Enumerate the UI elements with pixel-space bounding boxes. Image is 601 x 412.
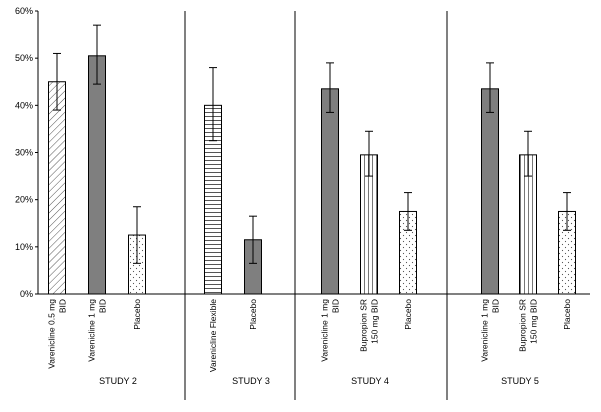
study-label: STUDY 5 (501, 376, 539, 386)
bar-group-3 (321, 62, 417, 295)
bar (48, 81, 66, 295)
bar-group-1 (48, 24, 146, 295)
category-labels: Varenicline 0.5 mg BID Varenicline 1 mg BID… (47, 299, 573, 386)
y-tick-label: 50% (15, 53, 33, 63)
bars (48, 24, 576, 295)
category-label: Varenicline 0.5 mg (47, 299, 57, 369)
study-label: STUDY 2 (99, 376, 137, 386)
category-label: Placebo (562, 299, 572, 330)
bar (481, 88, 499, 295)
category-label: Bupropion SR (518, 299, 528, 352)
category-label: Varenicline 1 mg (480, 299, 490, 362)
y-tick-label: 40% (15, 100, 33, 110)
bar-group-2 (204, 67, 262, 295)
category-label: BID (331, 299, 341, 313)
category-label: Varenicline Flexible (208, 299, 218, 372)
bar (88, 55, 106, 295)
category-label: BID (491, 299, 501, 313)
category-label: Bupropion SR (359, 299, 369, 352)
category-label: Varenicline 1 mg (320, 299, 330, 362)
study-label: STUDY 3 (232, 376, 270, 386)
y-tick-label: 30% (15, 148, 33, 158)
category-label: BID (98, 299, 108, 313)
y-tick-label: 0% (20, 289, 33, 299)
study-label: STUDY 4 (351, 376, 389, 386)
category-label: Placebo (248, 299, 258, 330)
y-tick-label: 10% (15, 242, 33, 252)
y-tick-label: 60% (15, 6, 33, 16)
category-label: 150 mg BID (370, 299, 380, 344)
category-label: Placebo (132, 299, 142, 330)
category-label: BID (58, 299, 68, 313)
category-label: Placebo (403, 299, 413, 330)
category-label: Varenicline 1 mg (87, 299, 97, 362)
y-tick-label: 20% (15, 195, 33, 205)
category-label: 150 mg BID (529, 299, 539, 344)
group-separators (184, 11, 448, 400)
bar-group-4 (481, 62, 576, 295)
bar (321, 88, 339, 295)
